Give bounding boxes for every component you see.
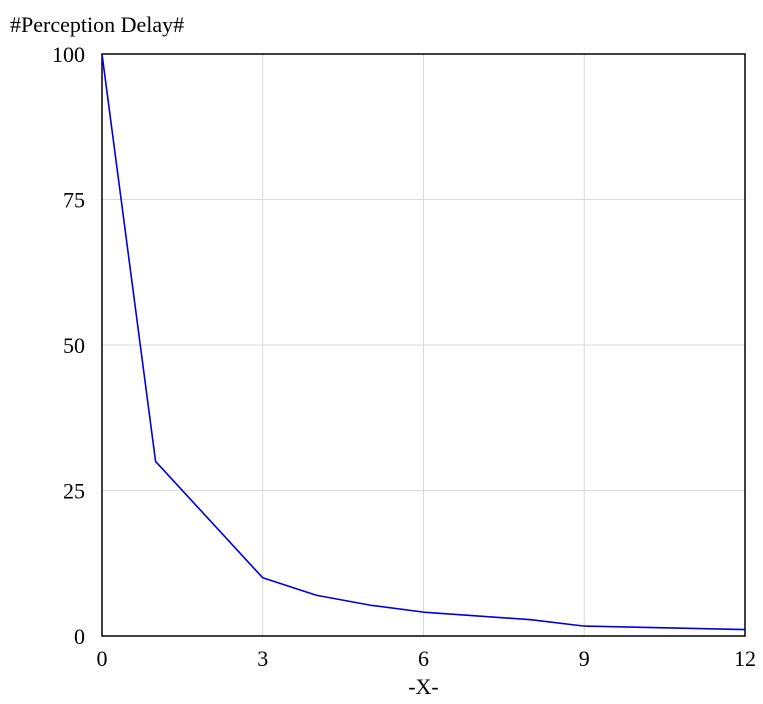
y-axis-ticks: 0 25 50 75 100 <box>52 42 85 649</box>
series-layer <box>101 53 746 631</box>
x-tick-label-0: 0 <box>97 646 108 671</box>
x-tick-label-4: 12 <box>734 646 756 671</box>
y-tick-label-0: 0 <box>74 624 85 649</box>
y-tick-label-2: 50 <box>63 333 85 358</box>
series-line-0 <box>101 53 746 631</box>
y-tick-label-3: 75 <box>63 188 85 213</box>
x-axis-title: -X- <box>408 674 439 699</box>
y-tick-label-1: 25 <box>63 479 85 504</box>
y-tick-label-4: 100 <box>52 42 85 67</box>
x-tick-label-2: 6 <box>418 646 429 671</box>
x-axis-ticks: 0 3 6 9 12 <box>97 646 757 671</box>
grid-lines <box>101 53 746 637</box>
x-tick-label-1: 3 <box>257 646 268 671</box>
chart-title: #Perception Delay# <box>10 12 185 37</box>
plot-frame <box>101 53 746 637</box>
x-tick-label-3: 9 <box>579 646 590 671</box>
